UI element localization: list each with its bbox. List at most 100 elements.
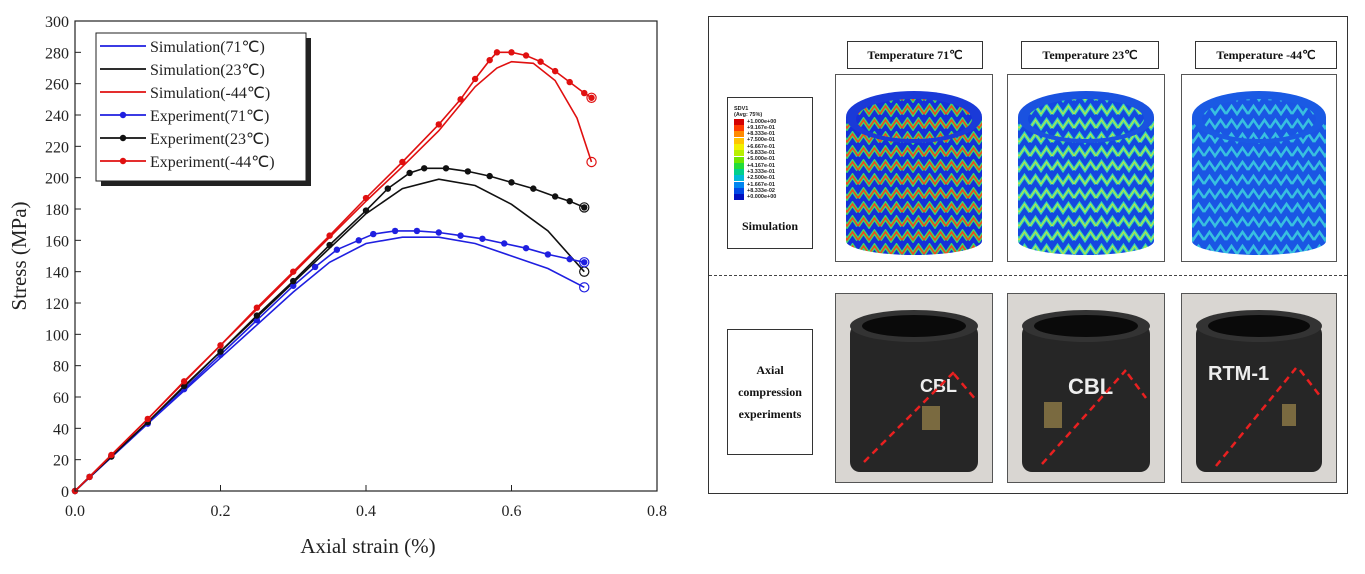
- temp-caption-minus44: Temperature -44℃: [1195, 41, 1337, 69]
- contour-legend-row: +4.167e-01: [734, 163, 776, 169]
- contour-legend-value: +5.833e-01: [747, 150, 775, 157]
- contour-legend-swatch: [734, 194, 744, 201]
- simulation-label: Simulation: [741, 219, 798, 233]
- y-tick-label: 140: [45, 265, 69, 282]
- contour-legend-swatch: [734, 143, 744, 150]
- contour-legend-value: +6.667e-01: [747, 143, 775, 150]
- contour-legend-value: +5.000e-01: [747, 156, 775, 163]
- y-tick-label: 160: [45, 233, 69, 250]
- contour-legend-swatch: [734, 162, 744, 169]
- data-point: [217, 342, 224, 349]
- data-point: [180, 378, 188, 385]
- specimen-photo-minus44: RTM-1: [1196, 310, 1322, 472]
- specimen-mark-2: CBL: [1068, 374, 1113, 399]
- contour-legend-value: +1.000e+00: [747, 118, 777, 125]
- y-axis-label: Stress (MPa): [7, 201, 31, 310]
- data-point: [384, 185, 392, 192]
- contour-legend-value: +0.000e+00: [747, 194, 777, 201]
- stress-strain-chart: 0.0 0.2 0.4 0.6 0.8 0 20 40 60 80 100 120 140 160 180 2…: [7, 14, 667, 558]
- data-point: [551, 67, 559, 75]
- data-point: [144, 415, 151, 423]
- data-point: [501, 240, 508, 247]
- fe-contour-23: [1007, 74, 1165, 262]
- data-point: [522, 52, 530, 59]
- contour-legend-row: +5.000e-01: [734, 156, 776, 163]
- contour-legend: SDV1 (Avg: 75%) +1.000e+00 +9.167e-01 +8.3…: [734, 106, 777, 201]
- data-point: [362, 207, 370, 214]
- contour-legend-row: +8.333e-02: [734, 188, 776, 194]
- end-point-marker: [579, 257, 590, 268]
- data-point: [370, 230, 377, 238]
- contour-legend-value: +1.667e-01: [747, 181, 775, 188]
- data-point: [399, 158, 406, 166]
- legend-marker-4: [119, 134, 127, 142]
- y-tick-label: 180: [45, 202, 69, 219]
- legend-label-4: Experiment(23℃): [150, 131, 269, 148]
- y-tick-label: 280: [45, 45, 69, 62]
- y-tick-label: 300: [45, 14, 69, 31]
- contour-legend-row: +5.833e-01: [734, 150, 776, 157]
- data-point: [362, 194, 370, 202]
- fe-cylinder-23-image: [1018, 91, 1154, 255]
- contour-legend-title-2: (Avg: 75%): [734, 112, 763, 119]
- y-tick-label: 40: [53, 421, 69, 438]
- contour-legend-swatch: [734, 118, 744, 125]
- data-point: [290, 268, 297, 275]
- data-point: [217, 348, 224, 355]
- contour-legend-row: +3.333e-01: [734, 169, 776, 176]
- contour-legend-swatch: [734, 150, 744, 157]
- x-axis-label: Axial strain (%): [300, 534, 435, 558]
- data-point: [581, 89, 588, 97]
- y-tick-label: 240: [45, 108, 69, 125]
- plot-frame: [74, 20, 658, 492]
- data-point: [435, 229, 442, 236]
- series-layer: [71, 49, 597, 495]
- legend-label-5: Experiment(-44℃): [150, 154, 275, 171]
- contour-legend-swatch: [734, 188, 744, 194]
- data-point: [457, 96, 464, 103]
- experiment-label-line-2: compression: [738, 385, 802, 399]
- legend-marker-5: [119, 157, 127, 165]
- y-tick-label: 20: [53, 453, 69, 470]
- series-line-4: [74, 167, 585, 492]
- data-point: [253, 312, 261, 319]
- data-point: [486, 172, 493, 180]
- contour-legend-value: +7.500e-01: [747, 137, 775, 144]
- data-point: [566, 255, 573, 263]
- contour-legend-row: +1.000e+00: [734, 119, 776, 125]
- data-point: [326, 232, 333, 239]
- y-tick-label: 120: [45, 296, 69, 313]
- y-tick-label: 220: [45, 139, 69, 156]
- data-point: [522, 244, 530, 252]
- contour-legend-swatch: [734, 125, 744, 132]
- simulation-label-box: SDV1 (Avg: 75%) +1.000e+00 +9.167e-01 +8.3…: [727, 97, 813, 249]
- data-point: [588, 94, 595, 101]
- experiment-label-line-1: Axial: [756, 363, 784, 377]
- x-tick-label: 0.8: [647, 503, 667, 520]
- contour-legend-swatch: [734, 131, 744, 138]
- specimen-photo-23: CBL: [1022, 310, 1150, 472]
- specimen-photo-71: CBL: [850, 310, 978, 472]
- data-point: [413, 227, 421, 235]
- contour-legend-swatch: [734, 175, 744, 182]
- x-tick-label: 0.4: [356, 503, 376, 520]
- data-point: [566, 78, 573, 86]
- contour-legend-value: +2.500e-01: [747, 175, 775, 182]
- series-line-0: [74, 236, 585, 492]
- legend-marker-3: [119, 111, 127, 119]
- fe-cylinder-minus44-image: [1192, 91, 1326, 255]
- data-point: [581, 259, 588, 266]
- contour-legend-swatch: [734, 181, 744, 188]
- legend-label-1: Simulation(23℃): [150, 62, 265, 79]
- series-line-3: [74, 230, 585, 492]
- y-tick-label: 60: [53, 390, 69, 407]
- contour-legend-row: +6.667e-01: [734, 144, 776, 150]
- data-point: [508, 179, 515, 186]
- contour-legend-row: +1.667e-01: [734, 182, 776, 188]
- x-tick-label: 0.2: [211, 503, 231, 520]
- data-point: [326, 241, 333, 249]
- temp-caption-23: Temperature 23℃: [1021, 41, 1159, 69]
- data-point: [486, 56, 493, 64]
- specimen-mark-1: CBL: [920, 376, 957, 396]
- contour-legend-row: +8.333e-01: [734, 131, 776, 138]
